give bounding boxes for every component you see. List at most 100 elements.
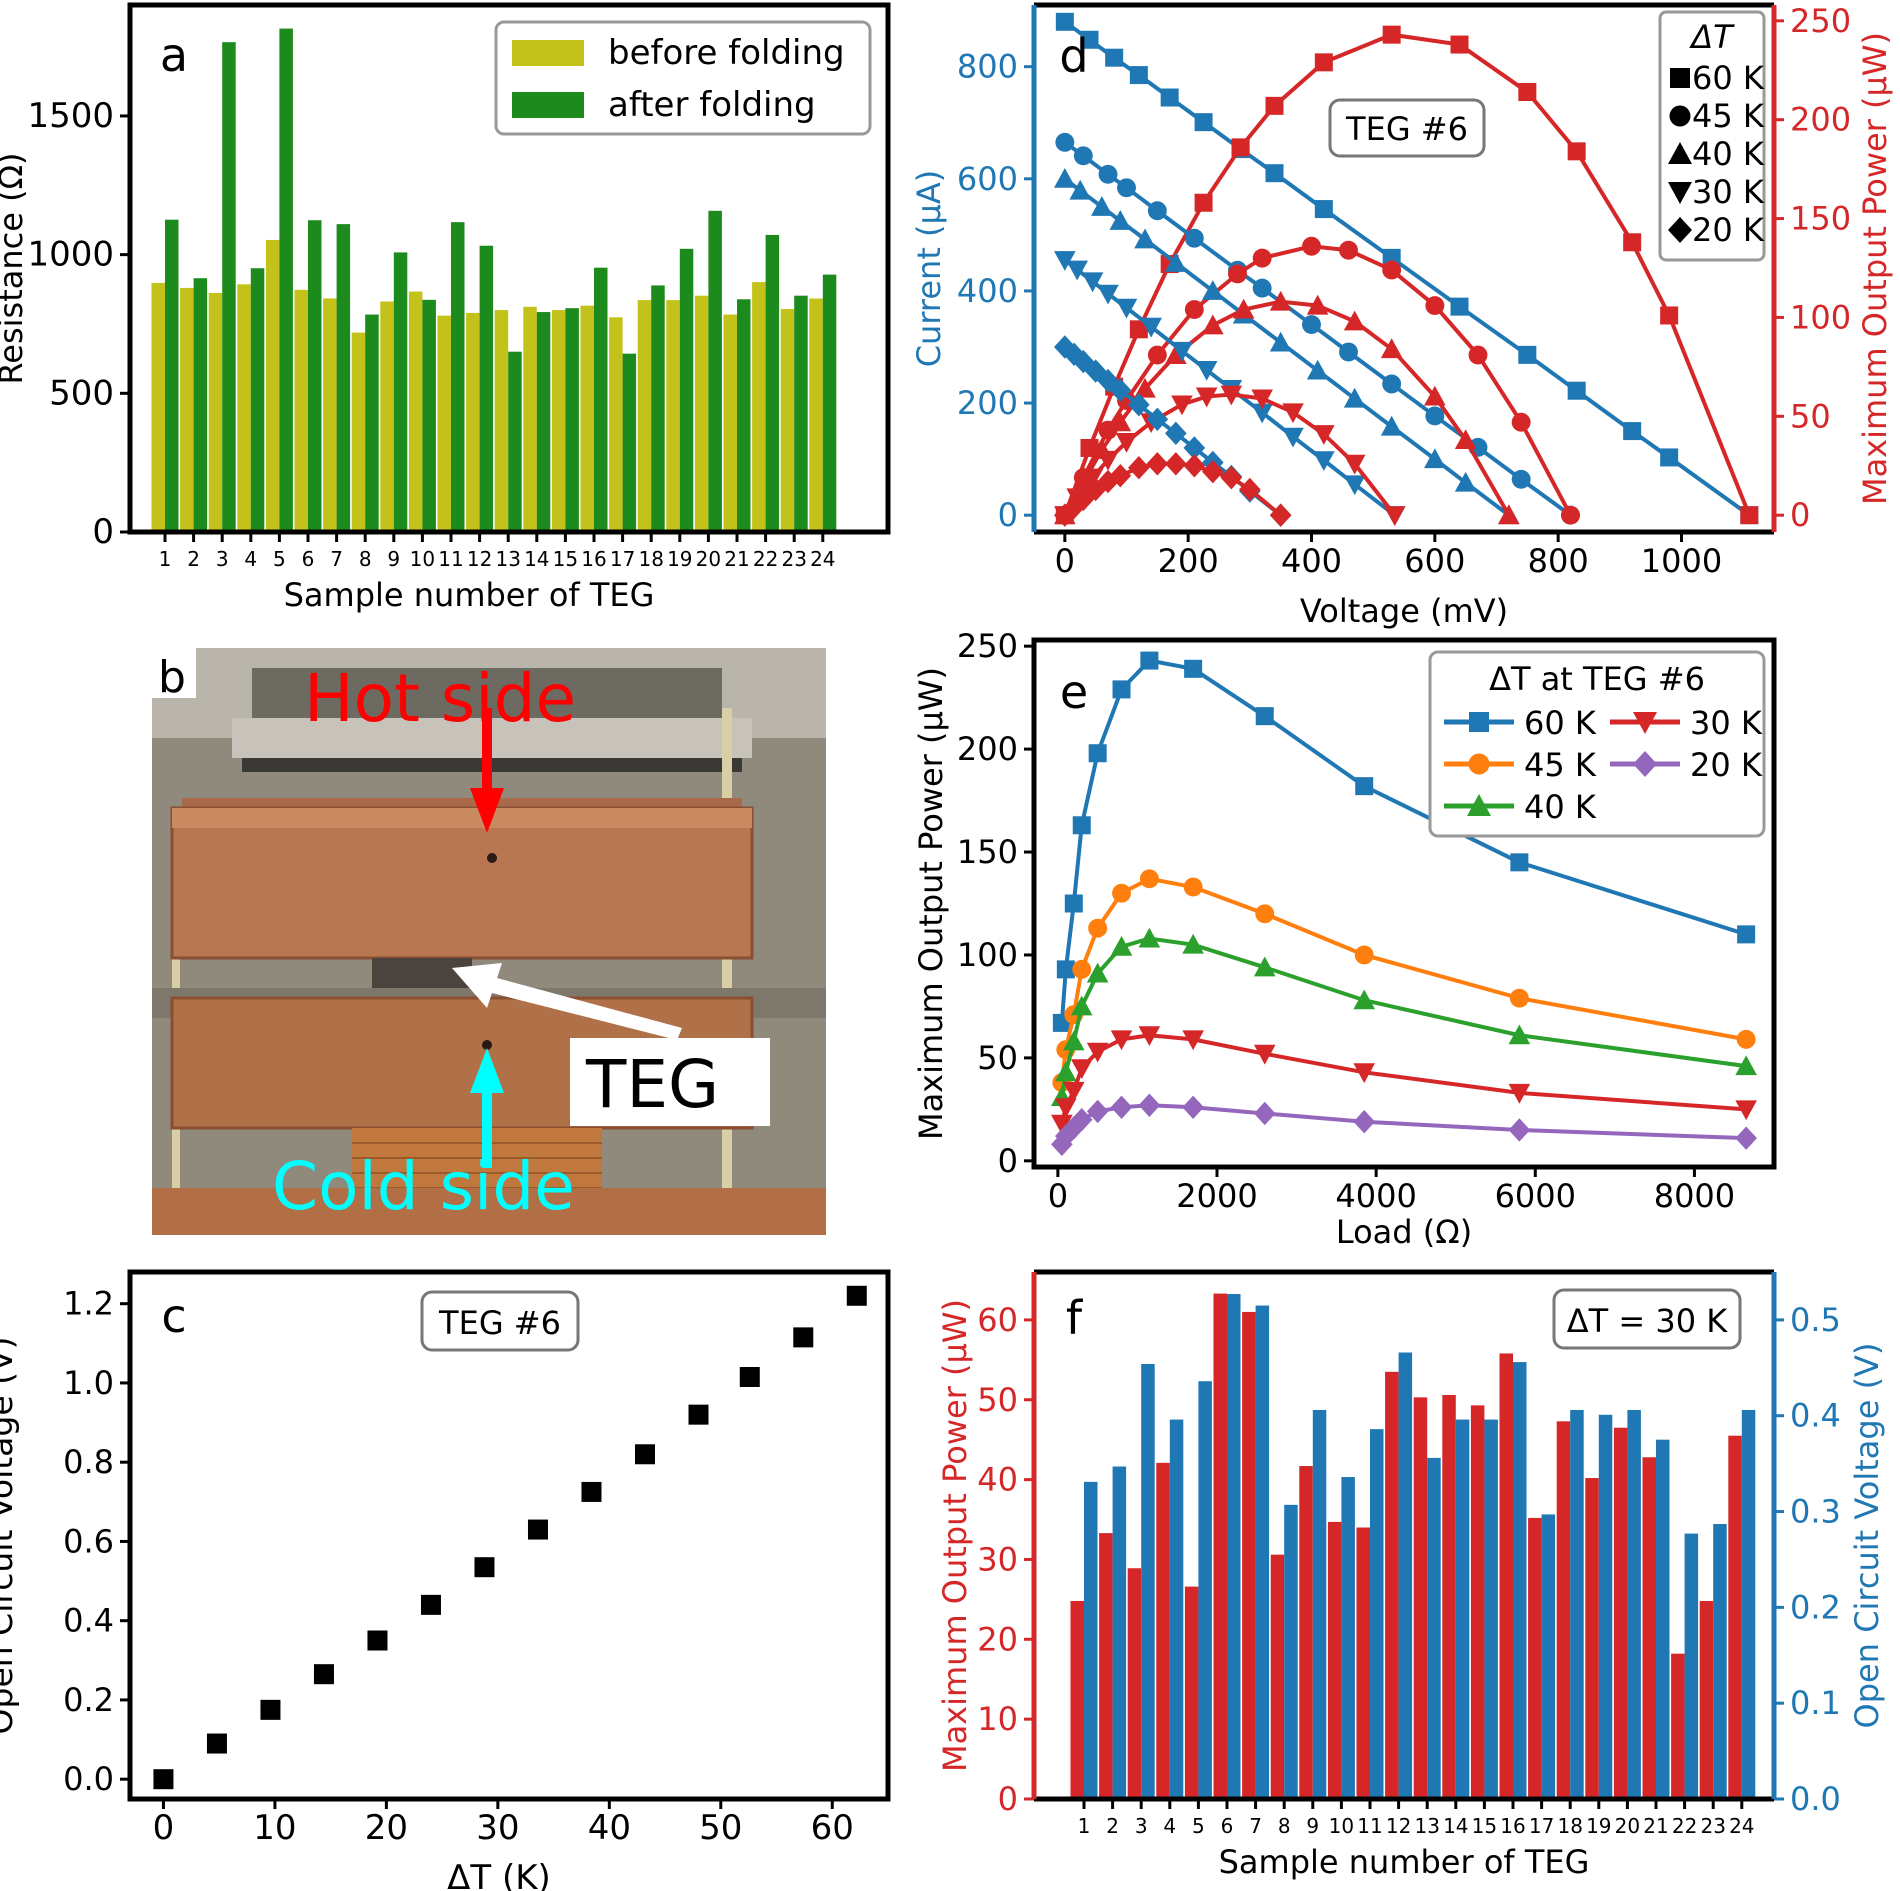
panel-d-letter: d bbox=[1059, 29, 1088, 83]
panel-a-xtick-label-4: 4 bbox=[244, 547, 257, 571]
panel-a-xtick-label-19: 19 bbox=[667, 547, 692, 571]
panel-a-legend-swatch-1 bbox=[512, 92, 584, 118]
panel-e-legend-marker-2 bbox=[1467, 794, 1491, 816]
panel-a-bar-before-20 bbox=[694, 295, 709, 532]
panel-f-bars bbox=[1070, 1293, 1756, 1799]
panel-f-annotation: ΔT = 30 K bbox=[1567, 1302, 1728, 1340]
panel-d-current-point-1-1 bbox=[1073, 146, 1093, 166]
panel-d-power-point-3-4 bbox=[1115, 433, 1138, 453]
panel-d-power-point-0-12 bbox=[1567, 142, 1586, 161]
panel-e-line-4 bbox=[1060, 1103, 1747, 1146]
panel-d-power-point-3-10 bbox=[1282, 403, 1304, 424]
panel-d-current-point-1-2 bbox=[1098, 164, 1118, 184]
panel-e-xtick-6000-label: 6000 bbox=[1495, 1177, 1576, 1215]
panel-c-point-12 bbox=[793, 1327, 814, 1348]
panel-a-bar-after-12 bbox=[479, 245, 494, 532]
panel-a-xlabel: Sample number of TEG bbox=[284, 576, 655, 614]
panel-d-current-point-2-2 bbox=[1091, 196, 1113, 216]
panel-f-bar-power-1 bbox=[1070, 1600, 1084, 1799]
panel-d-current-point-3-10 bbox=[1282, 427, 1304, 448]
panel-e-ytick-150-label: 150 bbox=[957, 833, 1018, 871]
panel-d-current-point-1-7 bbox=[1252, 278, 1272, 298]
panel-f-bar-voltage-6 bbox=[1227, 1294, 1241, 1799]
panel-d-power-point-4-5 bbox=[1109, 463, 1132, 488]
panel-f-bar-voltage-23 bbox=[1713, 1524, 1727, 1799]
panel-e-point-4-3 bbox=[1070, 1107, 1093, 1132]
panel-c-point-8 bbox=[581, 1481, 602, 1502]
panel-d-current-point-2-11 bbox=[1380, 415, 1403, 436]
panel-e-series-30K bbox=[1051, 1026, 1757, 1135]
panel-d-current-point-3-3 bbox=[1097, 284, 1119, 305]
panel-c-xtick-10-label: 10 bbox=[253, 1808, 296, 1848]
panel-d-power-point-0-6 bbox=[1231, 138, 1250, 157]
panel-e-point-4-4 bbox=[1086, 1099, 1109, 1124]
panel-f-bar-voltage-5 bbox=[1198, 1381, 1212, 1799]
panel-d-yleft-600-label: 600 bbox=[957, 160, 1018, 198]
panel-d-power-point-3-7 bbox=[1195, 387, 1218, 408]
panel-d-power-point-4-7 bbox=[1146, 452, 1169, 476]
panel-d-power-point-1-8 bbox=[1302, 236, 1321, 256]
panel-c-ylabel: Open Circuit Voltage (V) bbox=[0, 1337, 20, 1735]
panel-c-point-2 bbox=[260, 1699, 281, 1720]
panel-d-power-point-2-13 bbox=[1454, 429, 1477, 450]
panel-f-bar-power-4 bbox=[1156, 1462, 1170, 1799]
panel-c-ytick-1-label: 1.0 bbox=[63, 1364, 114, 1402]
panel-d-power-point-0-7 bbox=[1265, 96, 1284, 115]
panel-e-point-1-5 bbox=[1112, 883, 1131, 903]
panel-a-ytick-0-label: 0 bbox=[92, 512, 114, 552]
panel-f-bar-voltage-13 bbox=[1427, 1457, 1441, 1799]
panel-f-bar-voltage-8 bbox=[1284, 1504, 1298, 1799]
panel-e-point-2-8 bbox=[1253, 956, 1276, 977]
panel-f-xtick-label-10: 10 bbox=[1329, 1814, 1354, 1838]
panel-a-bar-before-7 bbox=[323, 298, 337, 532]
panel-d-current-point-3-1 bbox=[1066, 260, 1088, 281]
panel-f-bar-power-12 bbox=[1385, 1371, 1399, 1799]
panel-f-annotation-box bbox=[1552, 1288, 1742, 1350]
panel-d-yright-50-label: 50 bbox=[1790, 397, 1831, 435]
panel-c-xtick-20-label: 20 bbox=[365, 1808, 408, 1848]
panel-f-yleft-10-label: 10 bbox=[977, 1700, 1018, 1738]
panel-a-bar-before-11 bbox=[437, 315, 451, 532]
panel-f-yright-0.5-label: 0.5 bbox=[1790, 1301, 1841, 1339]
panel-a-xtick-label-15: 15 bbox=[553, 547, 578, 571]
panel-d-legend-marker-0 bbox=[1670, 68, 1690, 88]
panel-e-ytick-0-label: 0 bbox=[998, 1142, 1018, 1180]
panel-f-xtick-label-22: 22 bbox=[1672, 1814, 1697, 1838]
panel-d-current-point-0-8 bbox=[1314, 200, 1333, 219]
panel-d-current-point-3-0 bbox=[1054, 251, 1076, 271]
panel-d-power-point-3-11 bbox=[1313, 425, 1335, 445]
panel-c-annotation-box bbox=[420, 1290, 580, 1352]
panel-d-legend-label-3: 30 K bbox=[1692, 173, 1765, 211]
panel-a-xtick-label-23: 23 bbox=[781, 547, 806, 571]
panel-e-xtick-4000-label: 4000 bbox=[1335, 1177, 1416, 1215]
panel-d-yleft-800-label: 800 bbox=[957, 48, 1018, 86]
panel-a-bar-before-13 bbox=[494, 310, 509, 532]
panel-d-power-point-1-12 bbox=[1468, 345, 1488, 365]
panel-e-point-4-10 bbox=[1508, 1118, 1531, 1142]
panel-a-legend-swatch-0 bbox=[512, 40, 584, 66]
panel-e-point-3-7 bbox=[1182, 1030, 1204, 1051]
panel-a-bar-after-21 bbox=[737, 299, 751, 532]
panel-d-current-point-3-9 bbox=[1251, 403, 1273, 424]
panel-f-bar-voltage-17 bbox=[1541, 1514, 1556, 1799]
panel-f-xtick-label-2: 2 bbox=[1106, 1814, 1119, 1838]
panel-d-power-point-0-13 bbox=[1623, 233, 1642, 252]
panel-d-power-point-3-6 bbox=[1171, 395, 1193, 416]
panel-d-current-point-1-4 bbox=[1147, 201, 1167, 221]
panel-e-legend-marker-3 bbox=[1633, 712, 1657, 734]
panel-e-series-60K bbox=[1052, 651, 1756, 1032]
panel-f-bar-power-11 bbox=[1356, 1527, 1370, 1799]
panel-f-yleft-0-label: 0 bbox=[998, 1780, 1018, 1818]
panel-d-current-point-2-1 bbox=[1069, 179, 1092, 200]
panel-e-point-0-8 bbox=[1255, 707, 1274, 726]
panel-d-current-point-1-11 bbox=[1425, 406, 1445, 426]
hot-side-label: Hot side bbox=[304, 660, 577, 737]
panel-e-point-3-8 bbox=[1253, 1044, 1276, 1065]
panel-d-power-point-4-12 bbox=[1239, 477, 1261, 502]
panel-a-bar-after-24 bbox=[822, 274, 837, 532]
panel-f-bar-power-18 bbox=[1556, 1421, 1571, 1799]
panel-c-point-9 bbox=[634, 1444, 655, 1465]
panel-d-legend-label-4: 20 K bbox=[1692, 211, 1765, 249]
panel-d-current-point-2-4 bbox=[1134, 228, 1156, 249]
panel-c-point-5 bbox=[420, 1594, 441, 1615]
